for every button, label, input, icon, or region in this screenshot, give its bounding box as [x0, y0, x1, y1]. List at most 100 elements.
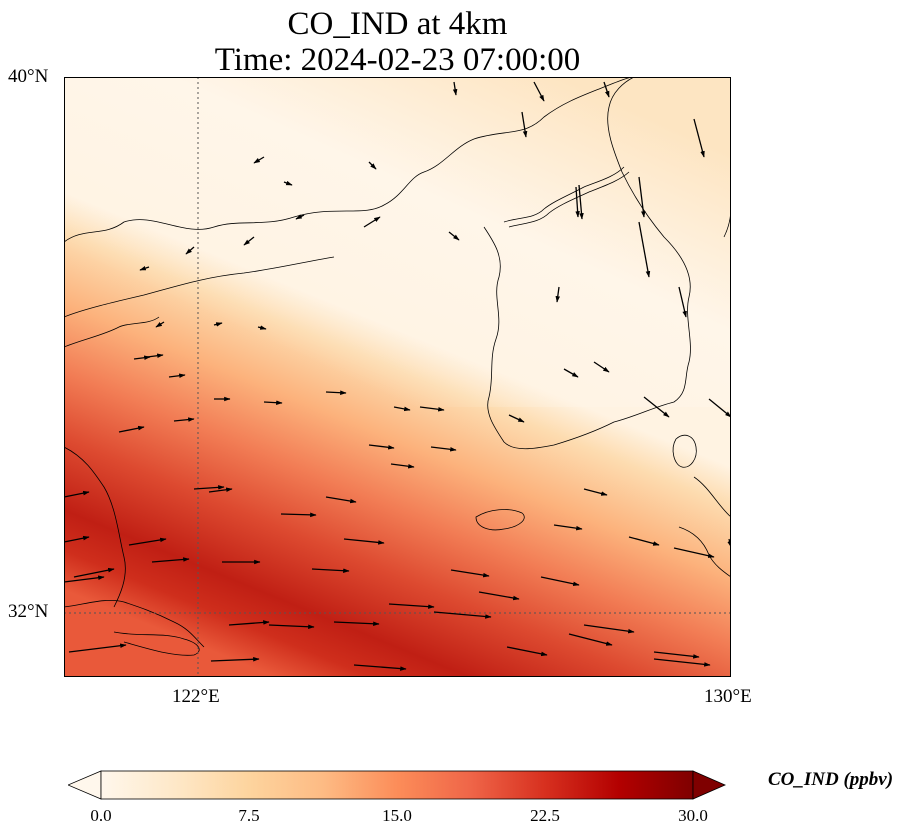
map-frame — [64, 77, 731, 677]
co-concentration-field-upper — [64, 77, 731, 407]
wind-arrow-57 — [343, 538, 385, 545]
wind-arrow-4 — [452, 81, 458, 96]
wind-arrow-40 — [390, 463, 415, 469]
wind-arrow-44 — [628, 536, 660, 546]
colorbar-tick-4: 30.0 — [678, 806, 708, 825]
wind-arrow-22 — [257, 325, 267, 330]
colorbar-extend-high — [692, 770, 726, 800]
wind-arrow-8 — [638, 221, 651, 278]
wind-arrow-14 — [243, 236, 255, 246]
wind-arrow-15 — [185, 246, 195, 255]
wind-arrow-19 — [283, 180, 293, 186]
map-plot-area — [64, 77, 731, 677]
coastline-jeju — [475, 509, 525, 531]
colorbar-tick-2: 15.0 — [382, 806, 412, 825]
wind-arrow-52 — [151, 557, 190, 563]
wind-arrow-2 — [693, 118, 705, 158]
lat-tick-label-40: 40°N — [8, 66, 49, 87]
wind-arrow-48 — [64, 535, 90, 543]
wind-arrow-31 — [508, 414, 525, 423]
wind-arrow-24 — [168, 373, 186, 378]
wind-arrow-17 — [253, 156, 265, 164]
wind-arrow-65 — [268, 624, 315, 630]
wind-arrow-20 — [155, 321, 165, 328]
colorbar-extend-low — [68, 770, 102, 800]
wind-arrow-69 — [583, 624, 635, 634]
coastline-tsushima — [672, 434, 697, 468]
coastline-north-china — [64, 77, 635, 243]
map-title-line2: Time: 2024-02-23 07:00:00 — [214, 42, 581, 78]
coastline-jiangsu — [64, 446, 126, 608]
coastline-shandong-south — [64, 316, 160, 348]
wind-arrow-74 — [653, 658, 711, 667]
wind-arrow-67 — [506, 646, 548, 657]
wind-arrow-58 — [311, 568, 350, 573]
wind-arrow-50 — [64, 575, 105, 583]
wind-arrow-29 — [419, 406, 445, 412]
lon-tick-label-122: 122°E — [172, 686, 220, 707]
wind-arrow-60 — [478, 591, 520, 601]
colorbar-gradient — [100, 770, 694, 800]
wind-arrow-1 — [603, 81, 610, 98]
wind-arrow-13 — [295, 214, 305, 220]
wind-arrow-25 — [146, 353, 164, 358]
colorbar-tick-1: 7.5 — [238, 806, 260, 825]
wind-arrow-41 — [430, 446, 457, 452]
wind-arrow-62 — [388, 603, 435, 609]
map-title-line1: CO_IND at 4km — [287, 6, 508, 42]
wind-arrow-11 — [448, 231, 460, 241]
wind-arrow-35 — [708, 398, 731, 418]
wind-arrow-37 — [173, 417, 195, 422]
wind-arrow-71 — [68, 643, 127, 653]
wind-vectors — [64, 81, 731, 671]
wind-arrow-39 — [368, 444, 395, 450]
wind-arrow-12 — [363, 216, 381, 228]
wind-arrow-49 — [73, 567, 115, 578]
wind-arrow-61 — [540, 576, 580, 587]
wind-arrow-3 — [521, 111, 528, 138]
wind-arrow-56 — [325, 496, 357, 504]
wind-arrow-27 — [263, 400, 283, 405]
coastline-shandong — [64, 256, 335, 318]
wind-arrow-72 — [210, 656, 260, 662]
colorbar-tick-3: 22.5 — [530, 806, 560, 825]
wind-arrow-10 — [555, 286, 561, 303]
wind-arrow-18 — [368, 161, 377, 170]
dmz-border — [503, 166, 625, 223]
wind-arrow-55 — [280, 512, 317, 518]
wind-arrow-63 — [433, 611, 492, 619]
wind-arrow-47 — [64, 490, 90, 498]
wind-arrow-73 — [353, 664, 407, 671]
coastline-yangtze — [64, 599, 205, 648]
wind-arrow-30 — [393, 406, 411, 412]
wind-arrow-5 — [638, 176, 646, 218]
colorbar-title: CO_IND (ppbv) — [768, 769, 894, 790]
wind-arrow-9 — [678, 286, 687, 318]
wind-arrow-68 — [568, 633, 613, 646]
coastline-kyushu-north — [693, 476, 731, 518]
wind-arrow-16 — [139, 265, 150, 271]
coastline-korea — [483, 77, 691, 450]
colorbar-tick-0: 0.0 — [90, 806, 112, 825]
lon-tick-label-130: 130°E — [704, 686, 752, 707]
wind-arrow-7 — [578, 184, 584, 220]
wind-arrow-64 — [228, 620, 270, 626]
lat-tick-label-32: 32°N — [8, 601, 49, 622]
wind-arrow-59 — [450, 569, 490, 578]
wind-arrow-66 — [333, 621, 380, 627]
wind-arrow-28 — [325, 390, 347, 395]
wind-arrow-32 — [563, 368, 579, 378]
wind-arrow-38 — [208, 487, 233, 493]
wind-arrow-43 — [553, 524, 583, 531]
wind-arrow-36 — [118, 425, 145, 433]
wind-arrow-33 — [593, 361, 610, 373]
wind-arrow-45 — [673, 547, 715, 558]
coastlines — [64, 77, 731, 656]
wind-arrow-6 — [575, 186, 580, 218]
wind-arrow-54 — [193, 485, 225, 490]
wind-arrow-51 — [128, 537, 167, 546]
wind-arrow-21 — [213, 322, 223, 327]
dmz-border-2 — [508, 171, 630, 228]
wind-arrow-42 — [583, 488, 608, 496]
wind-arrow-0 — [533, 81, 545, 102]
